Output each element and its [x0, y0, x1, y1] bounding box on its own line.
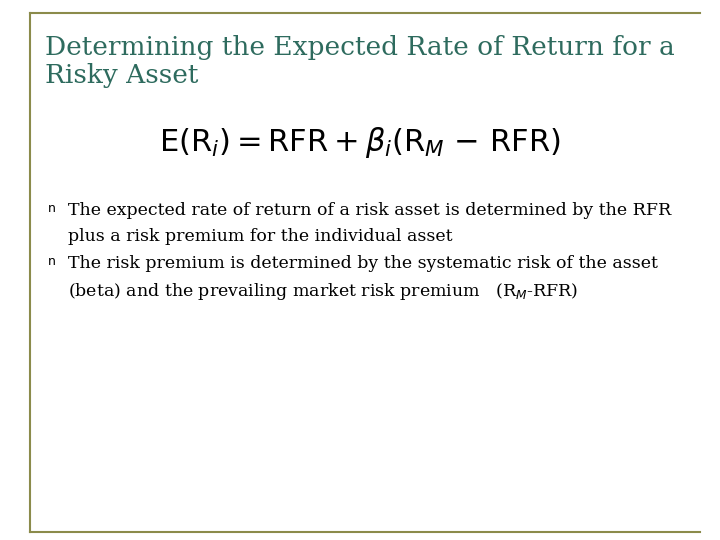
Text: (beta) and the prevailing market risk premium   (R$_{M}$-RFR): (beta) and the prevailing market risk pr… [68, 281, 578, 302]
Text: Determining the Expected Rate of Return for a: Determining the Expected Rate of Return … [45, 35, 675, 60]
Text: The expected rate of return of a risk asset is determined by the RFR: The expected rate of return of a risk as… [68, 202, 671, 219]
Text: Risky Asset: Risky Asset [45, 63, 199, 88]
Text: plus a risk premium for the individual asset: plus a risk premium for the individual a… [68, 228, 452, 245]
Text: $\mathrm{E(R}_{i}) = \mathrm{RFR} + \beta_{i}(\mathrm{R}_{M}\ \mathsf{-}\ \mathr: $\mathrm{E(R}_{i}) = \mathrm{RFR} + \bet… [159, 125, 561, 160]
Text: n: n [48, 202, 56, 215]
Text: The risk premium is determined by the systematic risk of the asset: The risk premium is determined by the sy… [68, 255, 658, 272]
Text: n: n [48, 255, 56, 268]
